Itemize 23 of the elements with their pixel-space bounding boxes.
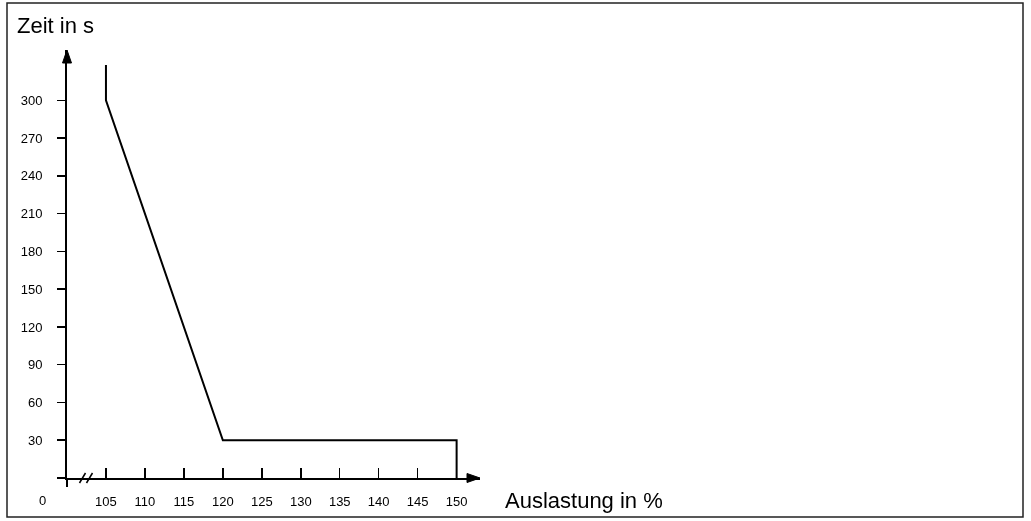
x-tick-label: 130 bbox=[289, 493, 312, 509]
x-tick-label: 110 bbox=[134, 493, 156, 509]
x-axis-title: Auslastung in % bbox=[505, 488, 663, 513]
y-tick-label: 120 bbox=[20, 319, 43, 335]
y-tick-label: 60 bbox=[27, 395, 43, 411]
y-tick-label: 210 bbox=[20, 206, 43, 222]
x-tick-label: 120 bbox=[212, 493, 234, 509]
y-tick-label: 300 bbox=[20, 92, 43, 108]
y-tick-label: 30 bbox=[27, 432, 43, 448]
y-tick-label: 180 bbox=[20, 243, 43, 259]
y-tick-label: 150 bbox=[20, 281, 43, 297]
y-axis-title: Zeit in s bbox=[17, 13, 95, 38]
x-tick-label: 115 bbox=[173, 493, 195, 509]
x-tick-label: 125 bbox=[250, 493, 273, 509]
x-tick-label: 105 bbox=[95, 493, 117, 509]
x-tick-label: 140 bbox=[367, 493, 390, 509]
x-tick-label: 150 bbox=[445, 493, 468, 509]
text: 0 bbox=[39, 493, 47, 508]
y-tick-label: 240 bbox=[20, 168, 43, 184]
y-tick-label: 270 bbox=[20, 130, 43, 146]
x-tick-label: 135 bbox=[328, 493, 351, 509]
x-tick-label: 145 bbox=[406, 493, 429, 509]
y-tick-label: 90 bbox=[27, 357, 43, 373]
